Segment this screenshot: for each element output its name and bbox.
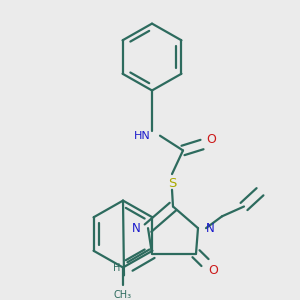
- Text: N: N: [132, 222, 140, 235]
- Text: CH₃: CH₃: [114, 290, 132, 300]
- Text: O: O: [206, 133, 216, 146]
- Text: O: O: [208, 264, 218, 277]
- Text: H: H: [113, 263, 121, 274]
- Text: HN: HN: [134, 131, 150, 141]
- Text: N: N: [206, 222, 214, 235]
- Text: S: S: [168, 177, 176, 190]
